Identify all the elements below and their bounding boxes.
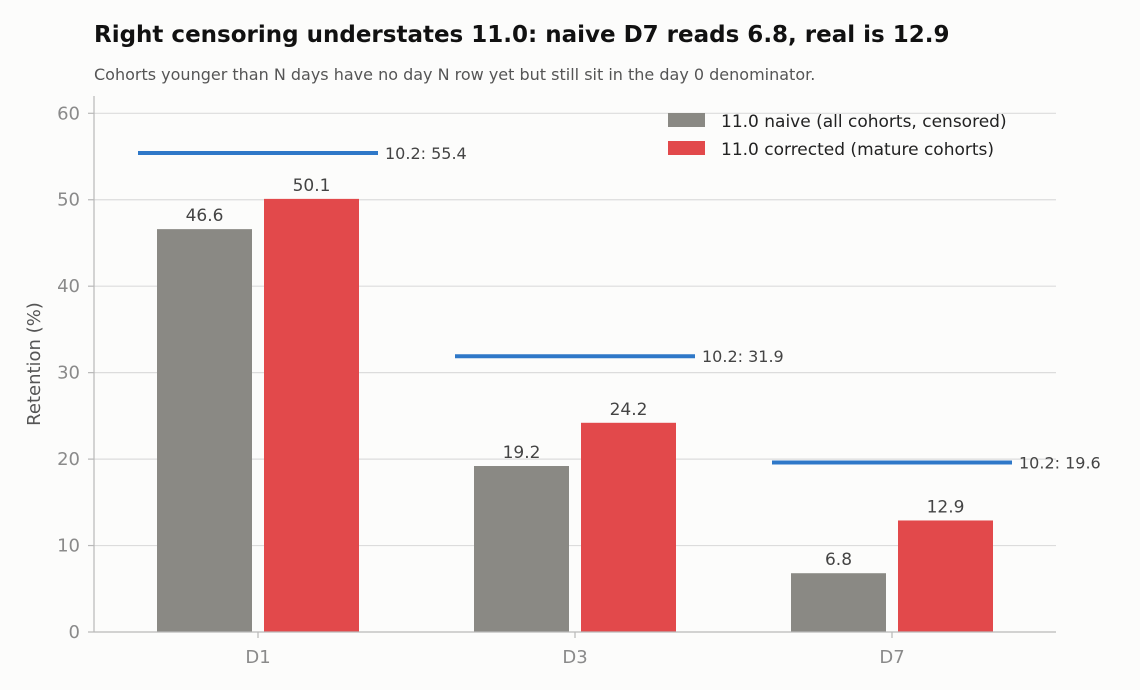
reference-lines: 10.2: 55.4 10.2: 31.9 10.2: 19.6 [138,144,1101,473]
y-tick-label: 40 [57,276,80,297]
x-tick-label-d1: D1 [245,647,270,668]
y-tick-label: 30 [57,363,80,384]
gridlines [94,112,1056,547]
reference-label-d1: 10.2: 55.4 [385,144,467,163]
reference-label-d7: 10.2: 19.6 [1019,454,1101,473]
bar-naive-d1 [157,229,252,632]
x-tick-label-d7: D7 [879,647,904,668]
legend-swatch-corrected [668,141,705,155]
legend-label-corrected: 11.0 corrected (mature cohorts) [721,140,994,160]
bars: 46.6 50.1 19.2 24.2 6.8 12.9 [157,176,993,632]
data-label: 6.8 [825,550,852,570]
data-label: 50.1 [293,176,331,196]
reference-label-d3: 10.2: 31.9 [702,347,784,366]
data-label: 24.2 [610,400,648,420]
data-label: 46.6 [186,206,224,226]
y-tick-label: 60 [57,103,80,124]
y-tick-label: 50 [57,190,80,211]
chart-subtitle: Cohorts younger than N days have no day … [94,65,815,84]
y-axis-label: Retention (%) [24,302,45,426]
data-label: 19.2 [503,443,541,463]
bar-corrected-d7 [898,520,993,632]
axes: 0 10 20 30 40 50 60 D1 D3 D7 [57,96,1056,668]
legend: 11.0 naive (all cohorts, censored) 11.0 c… [668,112,1007,160]
y-tick-label: 0 [69,622,80,643]
y-tick-label: 10 [57,536,80,557]
legend-swatch-naive [668,113,705,127]
y-tick-label: 20 [57,449,80,470]
bar-naive-d3 [474,466,569,632]
bar-corrected-d1 [264,198,359,632]
data-label: 12.9 [927,497,965,517]
bar-naive-d7 [791,573,886,632]
legend-label-naive: 11.0 naive (all cohorts, censored) [721,112,1007,132]
bar-corrected-d3 [581,422,676,632]
x-tick-label-d3: D3 [562,647,587,668]
chart-title: Right censoring understates 11.0: naive … [94,22,949,48]
